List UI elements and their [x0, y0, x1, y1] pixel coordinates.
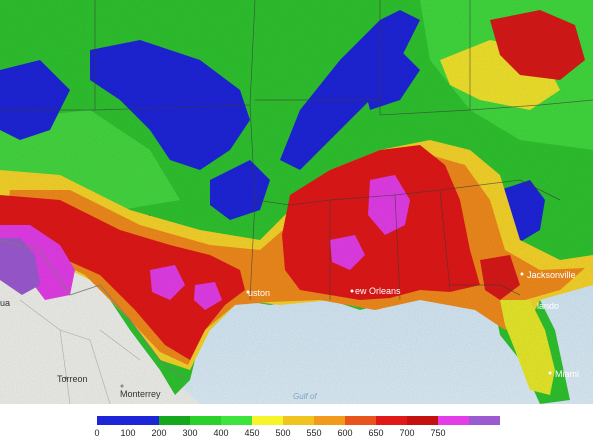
city-label-torreon: Torreon — [57, 374, 88, 384]
city-marker-monterrey — [120, 384, 124, 388]
legend-swatch — [252, 416, 283, 425]
legend-swatch — [128, 416, 159, 425]
legend-label: 650 — [368, 428, 384, 438]
city-label-new-orleans: ew Orleans — [355, 286, 401, 296]
legend-label: 100 — [120, 428, 136, 438]
legend-swatch — [190, 416, 221, 425]
city-marker-new-orleans — [350, 289, 354, 293]
city-label-miami: Miami — [555, 369, 579, 379]
legend-swatch — [376, 416, 407, 425]
legend-label: 400 — [213, 428, 229, 438]
city-marker-miami — [548, 371, 552, 375]
state-borders — [0, 0, 593, 301]
city-label-chihuahua: ua — [0, 298, 10, 308]
legend-label: 500 — [275, 428, 291, 438]
us-mexico-border — [0, 239, 186, 381]
legend-swatch — [469, 416, 500, 425]
legend-labels: 0 100 200 300 400 450 500 550 600 650 700 750 — [0, 428, 593, 442]
legend-label: 700 — [399, 428, 415, 438]
mexico-state-lines — [19, 299, 141, 404]
legend-color-bar — [97, 416, 500, 425]
legend-label: 300 — [182, 428, 198, 438]
legend-swatch — [314, 416, 345, 425]
legend-label: 600 — [337, 428, 353, 438]
city-marker-torreon — [64, 376, 68, 380]
precipitation-legend: 0 100 200 300 400 450 500 550 600 650 700 750 — [0, 404, 593, 444]
legend-label: 450 — [244, 428, 260, 438]
legend-swatch — [97, 416, 128, 425]
gulf-label: Gulf of — [293, 392, 317, 401]
legend-label: 0 — [94, 428, 100, 438]
legend-swatch — [438, 416, 469, 425]
legend-label: 750 — [430, 428, 446, 438]
legend-swatch — [221, 416, 252, 425]
city-marker-jacksonville — [520, 272, 524, 276]
legend-swatch — [283, 416, 314, 425]
precipitation-map: Jacksonville lando Miami ew Orleans usto… — [0, 0, 593, 404]
texture-overlay — [0, 0, 593, 404]
legend-swatch — [159, 416, 190, 425]
legend-swatch — [407, 416, 438, 425]
legend-label: 550 — [306, 428, 322, 438]
city-label-orlando: lando — [537, 301, 559, 311]
legend-label: 200 — [151, 428, 167, 438]
city-label-jacksonville: Jacksonville — [527, 270, 576, 280]
legend-swatch — [345, 416, 376, 425]
city-label-houston: uston — [248, 288, 270, 298]
city-label-monterrey: Monterrey — [120, 389, 161, 399]
city-marker-houston — [246, 290, 250, 294]
